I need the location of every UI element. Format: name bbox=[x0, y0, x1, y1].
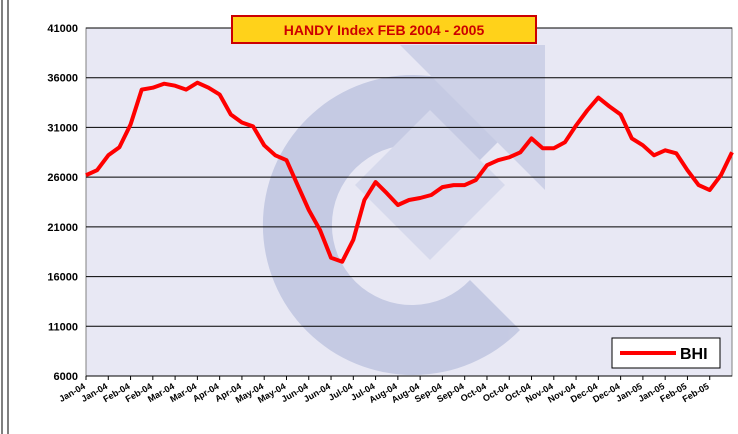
legend-label: BHI bbox=[680, 346, 708, 363]
y-tick-label: 6000 bbox=[54, 371, 78, 383]
y-tick-label: 21000 bbox=[47, 222, 78, 234]
marks bbox=[85, 80, 734, 264]
y-tick-label: 26000 bbox=[47, 172, 78, 184]
title-box bbox=[231, 15, 537, 44]
series-line bbox=[85, 80, 734, 264]
y-tick-label: 41000 bbox=[47, 23, 78, 35]
y-tick-label: 16000 bbox=[47, 272, 78, 284]
y-tick-label: 11000 bbox=[48, 321, 78, 333]
x-tick-label: Jul-04 bbox=[327, 381, 355, 403]
y-tick-label: 36000 bbox=[47, 73, 78, 85]
chart-title: HANDY Index FEB 2004 - 2005 bbox=[284, 22, 485, 38]
y-tick-label: 31000 bbox=[47, 122, 78, 134]
watermark bbox=[262, 45, 545, 375]
